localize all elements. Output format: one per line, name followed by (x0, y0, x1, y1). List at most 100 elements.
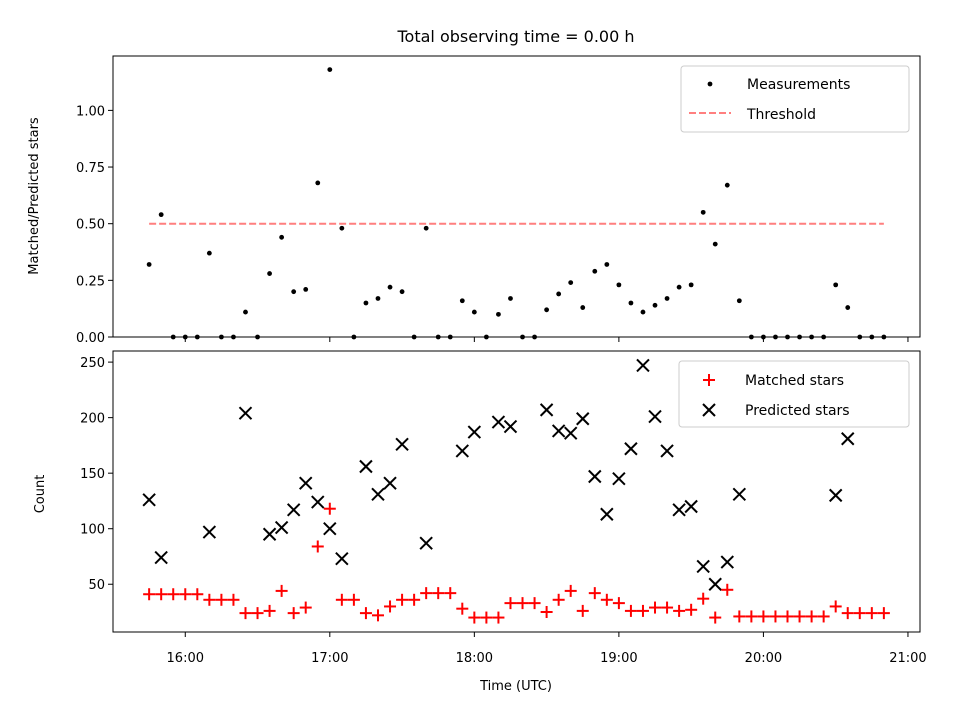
measurement-point (544, 307, 550, 313)
matched-stars-point (649, 601, 662, 614)
measurement-point (592, 268, 598, 274)
predicted-stars-point (563, 426, 578, 440)
matched-stars-point (793, 610, 806, 623)
chart-title: Total observing time = 0.00 h (396, 27, 634, 46)
measurement-point (243, 309, 248, 315)
matched-stars-point (167, 588, 180, 601)
measurement-point (363, 300, 369, 306)
measurement-point (845, 305, 851, 310)
predicted-stars-point (684, 499, 698, 514)
matched-stars-point (564, 584, 577, 597)
measurement-point (676, 284, 682, 290)
top-panel: 0.00 0.25 0.50 0.75 1.00 Matched/Predicted s… (27, 55, 921, 346)
predicted-stars-point (503, 419, 518, 434)
predicted-stars-point (395, 437, 409, 452)
matched-stars-point (359, 607, 372, 620)
x-tick-label: 21:00 (889, 651, 926, 666)
matched-stars-point (143, 588, 156, 601)
measurement-point (640, 309, 646, 315)
measurement-point (628, 300, 634, 306)
matched-stars-point (600, 593, 613, 606)
measurement-point (568, 280, 574, 286)
predicted-stars-point (202, 525, 217, 539)
matched-stars-point (709, 611, 722, 624)
matched-stars-point (371, 609, 384, 622)
matched-stars-point (877, 607, 890, 620)
top-y-axis: 0.00 0.25 0.50 0.75 1.00 (76, 104, 909, 346)
predicted-stars-point (588, 469, 602, 484)
measurement-point (712, 241, 718, 247)
predicted-stars-point (154, 550, 168, 565)
matched-stars-point (588, 587, 601, 600)
predicted-stars-point (648, 409, 662, 424)
predicted-stars-point (708, 577, 722, 591)
predicted-stars-point (491, 415, 506, 429)
matched-stars-point (323, 502, 336, 515)
matched-stars-point (444, 587, 457, 600)
matched-stars-point (745, 610, 758, 623)
matched-stars-point (817, 610, 830, 623)
measurement-point (508, 296, 513, 301)
matched-stars-point (468, 611, 481, 624)
predicted-stars-point (383, 476, 397, 490)
bottom-y-tick-label: 250 (80, 356, 105, 371)
bottom-y-tick-label: 100 (80, 523, 105, 538)
matched-stars-point (179, 588, 192, 601)
predicted-stars-point (262, 527, 277, 541)
measurement-point (146, 262, 152, 267)
matched-stars-point (480, 611, 493, 624)
matched-stars-point (685, 603, 698, 616)
measurement-point (688, 282, 694, 288)
bottom-panel: 50 100 150 200 250 16:00 17:00 18:00 19:00 20:00 2… (33, 350, 927, 694)
predicted-stars-point (732, 487, 747, 501)
matched-stars-point (504, 597, 517, 610)
top-y-tick-label: 0.50 (76, 218, 105, 233)
matched-stars-point (769, 610, 782, 623)
measurement-point (279, 234, 285, 240)
predicted-stars-point (238, 406, 253, 420)
bottom-y-tick-label: 200 (80, 412, 105, 427)
measurements-legend-marker (707, 81, 713, 87)
measurement-point (339, 225, 345, 231)
x-tick-label: 20:00 (745, 651, 782, 666)
matched-stars-point (721, 583, 734, 596)
matched-stars-point (215, 593, 228, 606)
matched-stars-point (420, 587, 433, 600)
measurement-point (833, 282, 839, 288)
matched-stars-point (612, 597, 625, 610)
matched-stars-point (757, 610, 770, 623)
x-tick-label: 18:00 (456, 651, 493, 666)
predicted-stars-point (299, 476, 313, 490)
predicted-stars-point (311, 495, 325, 509)
measurement-point (652, 302, 658, 308)
matched-stars-point (673, 604, 686, 617)
predicted-stars-point (359, 459, 373, 474)
predicted-stars-point (371, 487, 385, 501)
measurement-point (315, 180, 321, 186)
matched-stars-point (853, 607, 866, 620)
bottom-y-tick-label: 150 (80, 467, 105, 482)
measurement-point (291, 289, 297, 295)
matched-stars-point (287, 607, 300, 620)
predicted-stars-point (142, 493, 156, 507)
matched-stars-point (299, 601, 312, 614)
measurements-legend-label: Measurements (747, 77, 850, 93)
matched-stars-point (408, 593, 421, 606)
predicted-stars-point (551, 424, 566, 438)
predicted-stars-point (636, 358, 650, 373)
predicted-stars-point (624, 442, 638, 456)
matched-stars-point (781, 610, 794, 623)
matched-stars-point (335, 593, 348, 606)
bottom-axes-frame (112, 350, 921, 633)
predicted-stars-point (696, 559, 710, 574)
predicted-stars-point (467, 425, 482, 439)
matched-stars-point (227, 593, 240, 606)
matched-stars-point (155, 588, 168, 601)
predicted-stars-point (841, 432, 855, 446)
matched-stars-point (528, 597, 541, 610)
matched-stars-point (636, 604, 649, 617)
predicted-stars-point (274, 520, 289, 535)
matched-stars-point (275, 584, 288, 597)
matched-stars-point (841, 607, 854, 620)
